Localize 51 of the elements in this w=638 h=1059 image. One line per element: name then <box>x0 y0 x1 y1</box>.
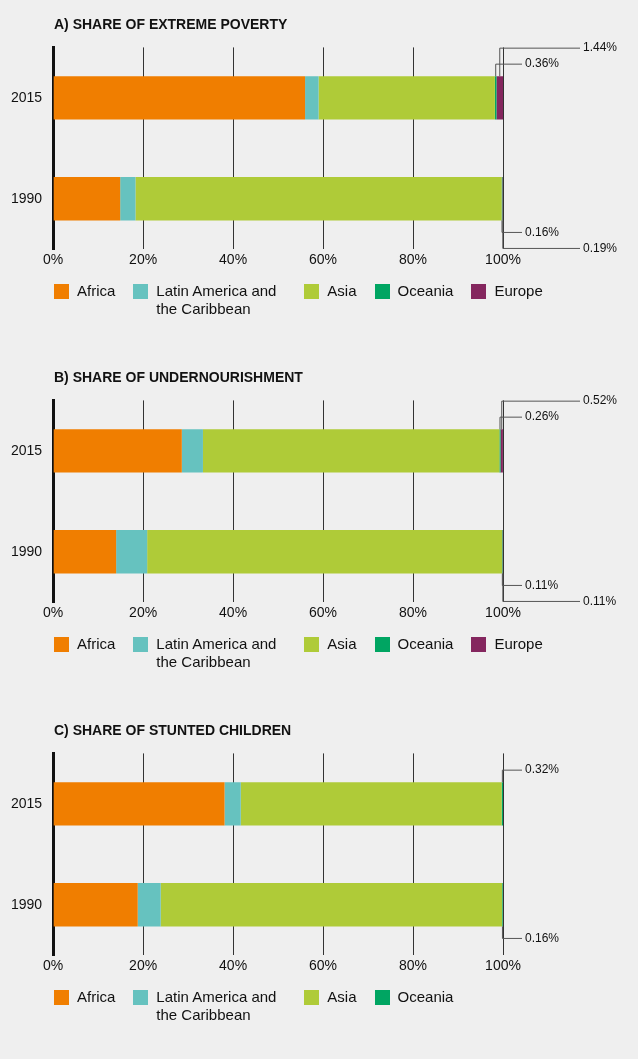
legend-label: Africa <box>77 988 116 1006</box>
x-tick-label: 60% <box>309 957 338 974</box>
legend-label: Asia <box>327 282 357 300</box>
legend-label: Europe <box>494 635 543 653</box>
x-tick-label: 20% <box>129 957 158 974</box>
legend-label: Oceania <box>397 635 454 653</box>
legend-label: Asia <box>327 635 357 653</box>
x-tick-label: 80% <box>399 251 428 268</box>
legend-label: Europe <box>494 282 543 300</box>
data-label: 0.11% <box>583 593 617 608</box>
data-label: 0.26% <box>525 409 560 424</box>
x-tick-label: 20% <box>129 251 158 268</box>
x-tick-label: 100% <box>485 957 521 974</box>
data-label: 0.11% <box>525 577 559 592</box>
legend-label: Oceania <box>397 988 454 1006</box>
y-tick-label: 2015 <box>10 441 43 458</box>
y-tick-label: 1990 <box>10 189 43 206</box>
legend-label: Oceania <box>397 282 454 300</box>
data-label: 0.16% <box>525 930 560 945</box>
y-tick-label: 2015 <box>10 88 43 105</box>
x-tick-label: 80% <box>399 957 428 974</box>
x-tick-label: 40% <box>219 251 248 268</box>
legend-label: Latin America and the Caribbean <box>156 282 278 318</box>
chart-title: A) SHARE OF EXTREME POVERTY <box>54 16 288 32</box>
data-label: 1.44% <box>583 40 618 55</box>
data-label: 0.16% <box>525 224 560 239</box>
legend-label: Africa <box>77 635 116 653</box>
legend-label: Africa <box>77 282 116 300</box>
data-label: 0.32% <box>525 762 560 777</box>
legend-label: Latin America and the Caribbean <box>156 988 278 1024</box>
x-tick-label: 0% <box>43 604 64 621</box>
data-label: 0.19% <box>583 240 618 255</box>
data-label: 0.52% <box>583 393 618 408</box>
x-tick-label: 0% <box>43 251 64 268</box>
x-tick-label: 60% <box>309 251 338 268</box>
chart-title: C) SHARE OF STUNTED CHILDREN <box>54 722 292 738</box>
y-tick-label: 1990 <box>10 895 43 912</box>
y-tick-label: 2015 <box>10 794 43 811</box>
x-tick-label: 0% <box>43 957 64 974</box>
x-tick-label: 20% <box>129 604 158 621</box>
x-tick-label: 40% <box>219 957 248 974</box>
legend-label: Asia <box>327 988 357 1006</box>
chart-title: B) SHARE OF UNDERNOURISHMENT <box>54 369 303 385</box>
x-tick-label: 40% <box>219 604 248 621</box>
x-tick-label: 100% <box>485 604 521 621</box>
data-label: 0.36% <box>525 56 560 71</box>
x-tick-label: 100% <box>485 251 521 268</box>
x-tick-label: 60% <box>309 604 338 621</box>
legend-label: Latin America and the Caribbean <box>156 635 278 671</box>
x-tick-label: 80% <box>399 604 428 621</box>
y-tick-label: 1990 <box>10 542 43 559</box>
